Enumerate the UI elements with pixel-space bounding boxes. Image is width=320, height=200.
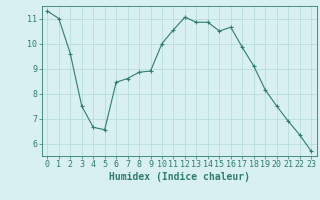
X-axis label: Humidex (Indice chaleur): Humidex (Indice chaleur): [109, 172, 250, 182]
